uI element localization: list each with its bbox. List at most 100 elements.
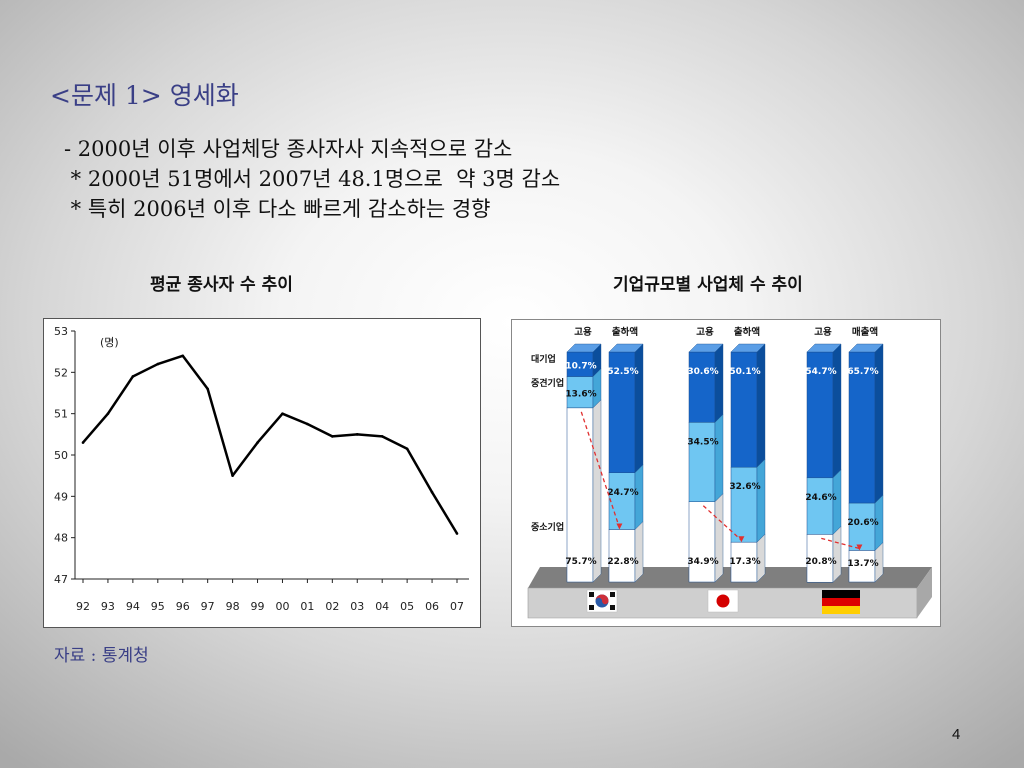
line-chart-panel: 53 52 51 50 49 48 47 92 93 94 95 96 97 98 99 00 01 02 03 04…	[43, 318, 481, 628]
bar-top-cap	[806, 343, 842, 353]
bar-top-cap	[566, 343, 602, 353]
y-tick-label: 52	[54, 366, 68, 379]
trend-arrow-head	[856, 544, 863, 551]
trigram	[610, 605, 615, 610]
bar-chart-title: 기업규모별 사업체 수 추이	[613, 275, 803, 295]
x-tick-label: 93	[101, 600, 115, 613]
korea-flag-icon	[586, 589, 618, 613]
row-label: 중소기업	[531, 521, 564, 533]
bar-top-cap	[730, 343, 766, 353]
line-chart: 53 52 51 50 49 48 47 92 93 94 95 96 97 98 99 00 01 02 03 04…	[54, 325, 469, 613]
data-point	[156, 362, 160, 366]
flag-stripe	[822, 598, 860, 606]
bar-side-small	[756, 533, 766, 583]
source-note: 자료 : 통계청	[54, 646, 149, 666]
bar-column-label: 고용	[574, 327, 592, 338]
trend-arrow-line	[702, 505, 742, 541]
x-tick-label: 95	[151, 600, 165, 613]
bullet-item: - 2000년 이후 사업체당 종사자사 지속적으로 감소	[64, 137, 513, 161]
row-label: 중견기업	[531, 377, 564, 389]
bar-value-label: 24.6%	[805, 493, 836, 503]
y-tick-label: 49	[54, 490, 68, 503]
bar-value-label: 20.8%	[805, 557, 836, 567]
bar-side-mid	[714, 413, 724, 503]
bar-segment-large	[608, 351, 636, 473]
bar-segment-large	[688, 351, 716, 423]
stacked-bar-chart-panel: 대기업 중견기업 중소기업 고용 10.7% 13.6% 75.7% 출하액 52.5% 24.7…	[511, 319, 941, 627]
bar-value-label: 10.7%	[565, 361, 596, 371]
bar-side-small	[634, 521, 644, 583]
data-point	[256, 441, 259, 444]
x-tick-label: 97	[201, 600, 215, 613]
bar-segment-small	[608, 529, 636, 583]
data-point	[380, 435, 384, 438]
line-chart-title: 평균 종사자 수 추이	[150, 275, 293, 295]
bar-side-small	[592, 399, 602, 583]
bar-side-small	[832, 525, 842, 583]
y-tick-label: 53	[54, 325, 68, 338]
bar-side-large	[756, 343, 766, 468]
x-tick-label: 04	[375, 600, 389, 613]
data-point	[81, 441, 85, 444]
trigram	[589, 592, 594, 597]
bar-segment-large	[848, 351, 876, 504]
bar-column-label: 고용	[814, 327, 832, 338]
flag-stripe	[822, 590, 860, 598]
bar-side-mid	[756, 458, 766, 543]
bar-value-label: 65.7%	[847, 367, 878, 377]
y-tick-label: 50	[54, 449, 68, 462]
y-tick-label: 47	[54, 573, 68, 586]
x-tick-label: 07	[450, 600, 464, 613]
trend-arrow-line	[580, 411, 621, 528]
hinomaru	[716, 594, 730, 608]
bar-segment-mid	[806, 477, 834, 535]
data-point	[131, 375, 135, 378]
bar-column-label: 출하액	[612, 326, 638, 338]
bar-value-label: 50.1%	[729, 367, 760, 377]
bar-side-small	[714, 493, 724, 583]
row-label: 대기업	[531, 353, 556, 365]
bar-segment-mid	[688, 422, 716, 502]
bar-value-label: 22.8%	[607, 557, 638, 567]
y-tick-label: 51	[54, 408, 68, 421]
japan-flag-icon	[707, 589, 739, 613]
series-line	[82, 354, 459, 535]
bar-value-label: 17.3%	[729, 557, 760, 567]
bar-side-small	[874, 542, 884, 583]
x-tick-label: 94	[126, 600, 140, 613]
x-tick-label: 96	[176, 600, 190, 613]
x-tick-label: 99	[251, 600, 265, 613]
data-point	[455, 532, 459, 535]
x-tick-label: 05	[400, 600, 414, 613]
bullet-list: - 2000년 이후 사업체당 종사자사 지속적으로 감소 * 2000년 51…	[64, 134, 560, 224]
x-tick-label: 01	[300, 600, 314, 613]
bar-segment-large	[806, 351, 834, 479]
x-tick-label: 02	[325, 600, 339, 613]
trend-arrow-head	[738, 536, 745, 543]
bar-value-label: 13.7%	[847, 559, 878, 569]
bar-value-label: 52.5%	[607, 367, 638, 377]
bar-segment-small	[848, 550, 876, 583]
bullet-item: * 특히 2006년 이후 다소 빠르게 감소하는 경향	[64, 197, 491, 221]
bar-value-label: 75.7%	[565, 557, 596, 567]
data-point	[106, 412, 110, 415]
data-point	[430, 490, 434, 494]
bar-top-cap	[848, 343, 884, 353]
y-tick-label: 48	[54, 532, 68, 545]
bar-segment-small	[730, 541, 758, 583]
x-tick-label: 98	[226, 600, 240, 613]
bar-segment-small	[688, 501, 716, 583]
bar-value-label: 30.6%	[687, 367, 718, 377]
bar-column-label: 고용	[696, 327, 714, 338]
bar-segment-mid	[608, 472, 636, 530]
bar-segment-small	[566, 407, 594, 583]
bar-value-label: 54.7%	[805, 367, 836, 377]
data-point	[206, 387, 209, 391]
bar-segment-small	[806, 534, 834, 583]
bar-column-label: 출하액	[734, 326, 760, 338]
page-number: 4	[952, 726, 961, 743]
x-tick-label: 06	[425, 600, 439, 613]
data-point	[331, 435, 334, 438]
x-tick-label: 92	[76, 600, 90, 613]
